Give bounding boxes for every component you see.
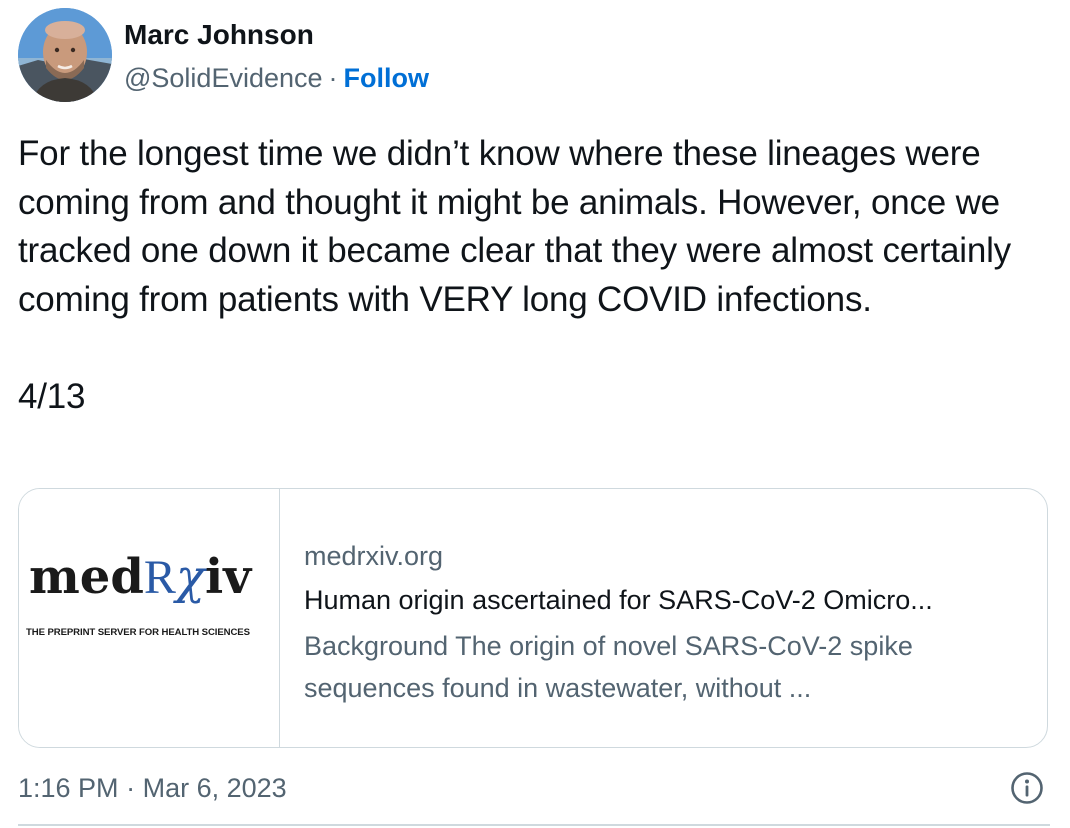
card-thumbnail: medRχiv THE PREPRINT SERVER FOR HEALTH S… <box>19 489 280 747</box>
card-description: Background The origin of novel SARS-CoV-… <box>304 631 913 703</box>
thread-counter: 4/13 <box>18 376 86 416</box>
avatar-photo-icon <box>18 8 112 102</box>
logo-word-r: R <box>143 551 176 604</box>
author-names: Marc Johnson @SolidEvidence · Follow <box>124 8 429 94</box>
timestamp[interactable]: 1:16 PM · Mar 6, 2023 <box>18 770 287 806</box>
display-name[interactable]: Marc Johnson <box>124 19 314 50</box>
medrxiv-logo: medRχiv <box>29 549 251 605</box>
tweet-header: Marc Johnson @SolidEvidence · Follow <box>18 8 429 108</box>
tweet-footer: 1:16 PM · Mar 6, 2023 <box>18 768 1048 808</box>
date: Mar 6, 2023 <box>142 773 287 803</box>
handle-row: @SolidEvidence · Follow <box>124 62 429 94</box>
timestamp-separator: · <box>126 773 136 803</box>
link-card[interactable]: medRχiv THE PREPRINT SERVER FOR HEALTH S… <box>18 488 1048 748</box>
card-body: medrxiv.org Human origin ascertained for… <box>280 489 1044 747</box>
time: 1:16 PM <box>18 773 119 803</box>
logo-word-iv: iv <box>205 549 252 605</box>
logo-tagline: THE PREPRINT SERVER FOR HEALTH SCIENCES <box>26 627 250 638</box>
card-title: Human origin ascertained for SARS-CoV-2 … <box>304 585 933 615</box>
tweet-body: For the longest time we didn’t know wher… <box>18 130 1058 421</box>
logo-word-med: med <box>29 549 144 605</box>
logo-word-chi: χ <box>175 549 205 605</box>
tweet: Marc Johnson @SolidEvidence · Follow For t… <box>18 0 1050 828</box>
bottom-divider <box>18 824 1050 826</box>
avatar[interactable] <box>18 8 112 102</box>
info-icon[interactable] <box>1010 771 1044 805</box>
handle[interactable]: @SolidEvidence <box>124 63 323 93</box>
tweet-text: For the longest time we didn’t know wher… <box>18 134 1011 319</box>
follow-button[interactable]: Follow <box>343 63 430 93</box>
handle-separator: · <box>328 63 338 93</box>
card-domain: medrxiv.org <box>304 541 444 571</box>
